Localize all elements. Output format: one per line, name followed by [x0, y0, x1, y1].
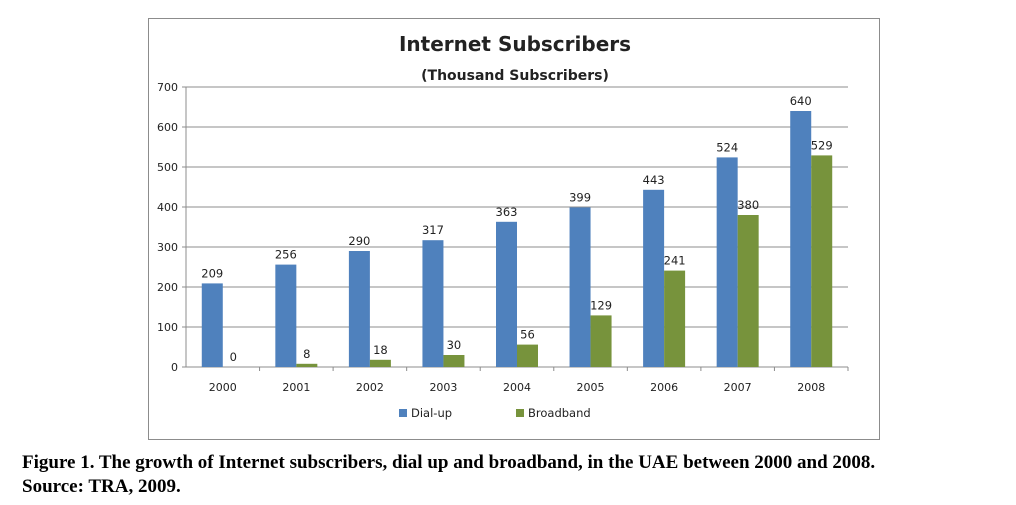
chart-title: Internet Subscribers: [399, 32, 631, 56]
chart-frame: Internet Subscribers (Thousand Subscriber…: [148, 18, 880, 440]
legend-swatch: [516, 409, 524, 417]
bar-broadband: [811, 155, 833, 367]
data-label: 317: [422, 223, 444, 237]
x-tick-label: 2001: [282, 381, 310, 394]
bar-dial-up: [716, 157, 738, 367]
data-label: 0: [230, 350, 237, 364]
y-tick-label: 500: [157, 161, 178, 174]
data-label: 8: [303, 347, 310, 361]
bar-broadband: [590, 315, 612, 367]
y-tick-label: 600: [157, 121, 178, 134]
y-tick-label: 300: [157, 241, 178, 254]
data-label: 18: [373, 343, 388, 357]
chart-subtitle: (Thousand Subscribers): [421, 68, 609, 84]
data-label: 290: [348, 234, 370, 248]
x-tick-label: 2003: [429, 381, 457, 394]
bar-dial-up: [201, 283, 223, 367]
bar-dial-up: [643, 189, 665, 367]
legend-swatch: [399, 409, 407, 417]
bar-dial-up: [790, 111, 812, 367]
bar-broadband: [369, 359, 391, 367]
x-tick-label: 2000: [209, 381, 237, 394]
data-label: 241: [664, 254, 686, 268]
data-label: 524: [716, 140, 738, 154]
data-label: 363: [496, 205, 518, 219]
data-label: 380: [737, 198, 759, 212]
y-tick-label: 0: [171, 361, 178, 374]
figure-source: Source: TRA, 2009.: [22, 476, 181, 497]
figure-caption: Figure 1. The growth of Internet subscri…: [22, 452, 876, 473]
y-tick-label: 200: [157, 281, 178, 294]
x-tick-label: 2004: [503, 381, 531, 394]
legend-label: Broadband: [528, 406, 591, 420]
y-tick-label: 700: [157, 81, 178, 94]
bar-broadband: [737, 215, 759, 367]
data-label: 56: [520, 328, 535, 342]
data-label: 30: [447, 338, 462, 352]
data-label: 209: [201, 266, 223, 280]
legend-label: Dial-up: [411, 406, 452, 420]
data-label: 129: [590, 298, 612, 312]
bar-dial-up: [569, 207, 591, 367]
bar-broadband: [296, 363, 318, 367]
data-label: 640: [790, 94, 812, 108]
bar-broadband: [517, 344, 538, 367]
x-tick-label: 2007: [724, 381, 752, 394]
data-label: 443: [643, 173, 665, 187]
bar-dial-up: [496, 221, 517, 367]
x-tick-label: 2002: [356, 381, 384, 394]
bar-broadband: [443, 355, 465, 367]
bar-dial-up: [422, 240, 444, 367]
data-label: 529: [811, 138, 833, 152]
bar-dial-up: [275, 264, 297, 367]
y-tick-label: 100: [157, 321, 178, 334]
bar-broadband: [664, 270, 686, 367]
data-label: 256: [275, 248, 297, 262]
bar-dial-up: [348, 251, 370, 367]
x-tick-label: 2005: [577, 381, 605, 394]
data-label: 399: [569, 190, 591, 204]
y-tick-label: 400: [157, 201, 178, 214]
x-tick-label: 2008: [797, 381, 825, 394]
x-tick-label: 2006: [650, 381, 678, 394]
bar-chart: Internet Subscribers (Thousand Subscriber…: [157, 32, 849, 420]
